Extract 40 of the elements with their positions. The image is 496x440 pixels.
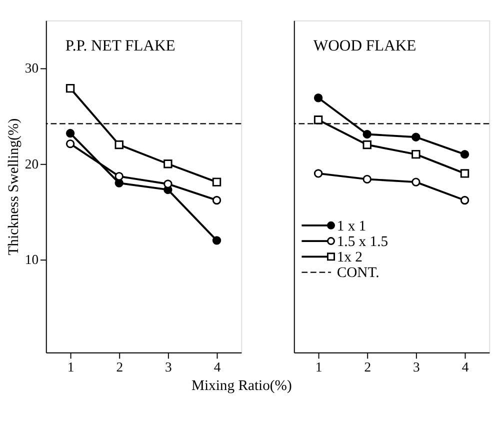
point bbox=[212, 196, 222, 205]
point bbox=[412, 178, 420, 186]
x-axis-title: Mixing Ratio(%) bbox=[191, 378, 292, 394]
point bbox=[66, 128, 75, 138]
point bbox=[314, 169, 323, 178]
point bbox=[362, 140, 372, 150]
x-tick-label: 2 bbox=[364, 359, 372, 374]
y-tick-label: 10 bbox=[24, 252, 39, 267]
x-tick-label: 4 bbox=[214, 359, 221, 374]
legend-label: 1.5 x 1.5 bbox=[336, 234, 388, 250]
x-tick-label: 4 bbox=[462, 359, 469, 374]
point bbox=[412, 132, 420, 142]
legend-label: CONT. bbox=[336, 265, 380, 282]
x-tick-label: 1 bbox=[67, 359, 74, 374]
point bbox=[212, 178, 222, 186]
point bbox=[66, 84, 75, 93]
point bbox=[314, 94, 323, 102]
x-tick-label: 2 bbox=[116, 359, 124, 374]
y-tick-label: 30 bbox=[24, 60, 39, 76]
legend-label: 1x 2 bbox=[336, 250, 362, 266]
text: P.P. NET FLAKE bbox=[65, 38, 176, 55]
x-tick-label: 1 bbox=[315, 359, 322, 374]
point bbox=[114, 172, 124, 181]
point bbox=[212, 236, 222, 245]
y-tick-label: 20 bbox=[24, 156, 39, 172]
point bbox=[164, 160, 172, 168]
point bbox=[460, 196, 470, 205]
x-tick-label: 3 bbox=[413, 359, 420, 374]
point bbox=[114, 140, 124, 150]
point bbox=[460, 169, 470, 178]
point bbox=[412, 150, 420, 159]
text: WOOD FLAKE bbox=[313, 38, 416, 55]
legend-label: 1 x 1 bbox=[336, 218, 366, 234]
point bbox=[314, 116, 323, 124]
point bbox=[460, 150, 470, 159]
y-axis-title: Thickness Swelling(%) bbox=[6, 118, 22, 256]
point bbox=[362, 130, 372, 139]
point bbox=[362, 174, 372, 184]
x-tick-label: 3 bbox=[165, 359, 172, 374]
point bbox=[66, 139, 75, 148]
